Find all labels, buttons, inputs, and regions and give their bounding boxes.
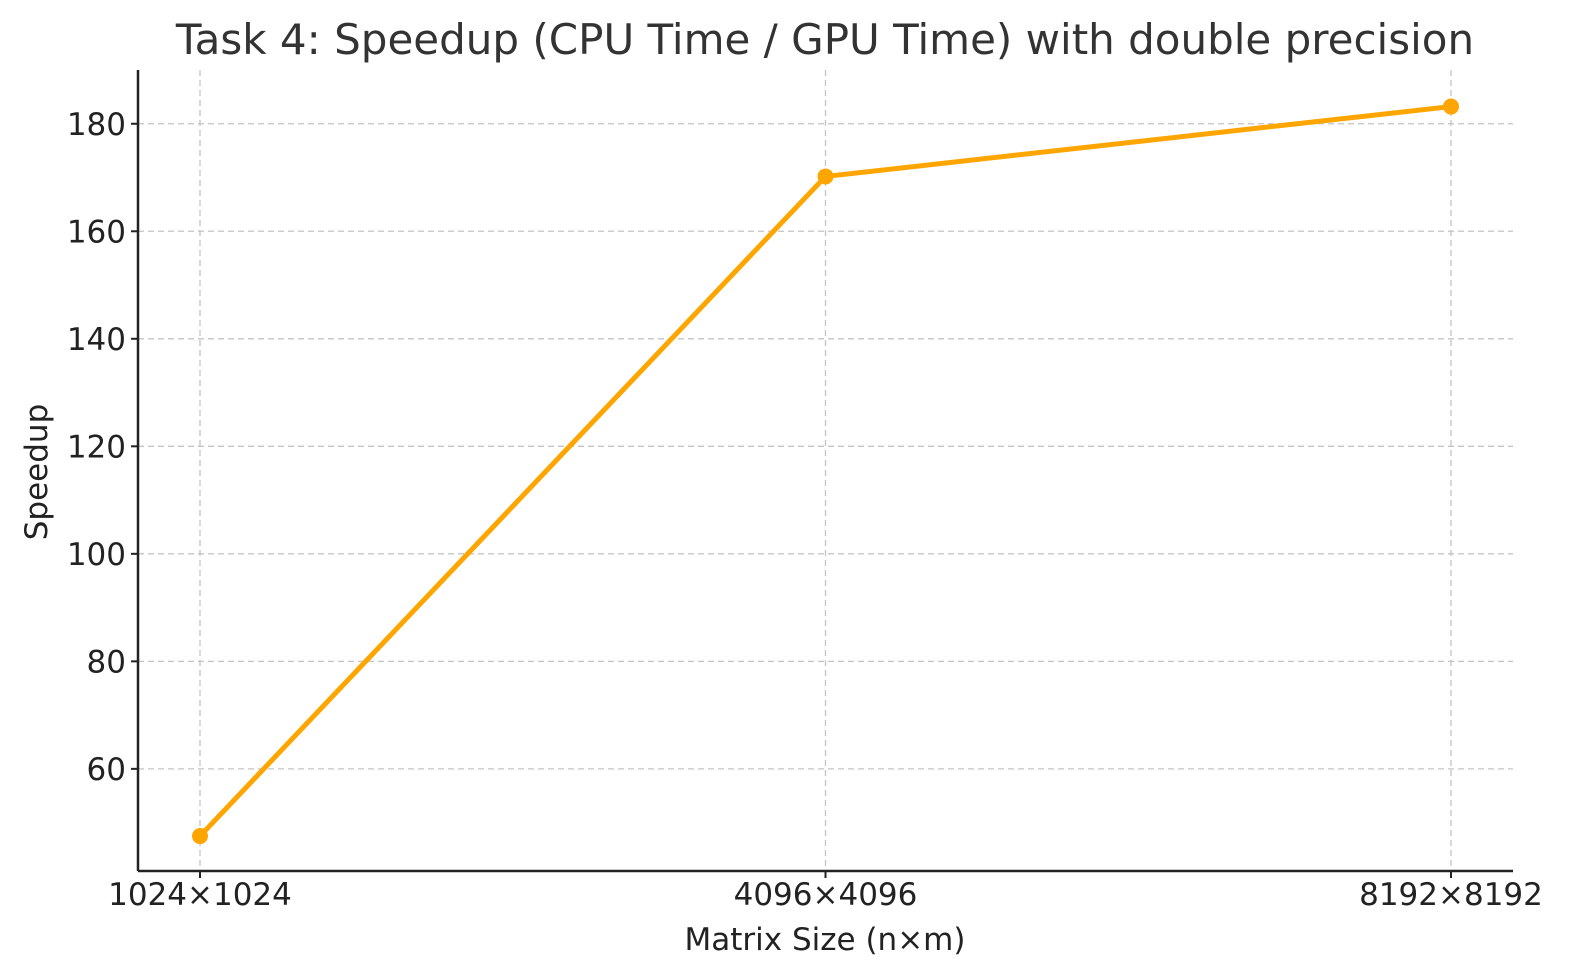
x-tick-label: 4096×4096	[734, 877, 918, 913]
y-tick-label: 140	[67, 322, 126, 358]
y-tick-label: 160	[67, 214, 126, 250]
y-axis-label: Speedup	[19, 404, 55, 541]
data-point	[192, 828, 208, 845]
y-tick-label: 80	[87, 644, 126, 680]
y-tick-label: 100	[67, 537, 126, 573]
x-axis-label: Matrix Size (n×m)	[685, 922, 966, 958]
axes	[131, 70, 1513, 878]
data-point	[1443, 98, 1459, 115]
tick-labels: 60 80 100 120 140 160 180 1024×1024 4096×4096 819…	[67, 107, 1543, 913]
data-point	[817, 168, 834, 185]
y-tick-label: 120	[67, 429, 126, 465]
chart-title: Task 4: Speedup (CPU Time / GPU Time) wi…	[175, 15, 1474, 64]
x-tick-label: 8192×8192	[1359, 877, 1543, 913]
y-tick-label: 180	[67, 107, 126, 143]
x-tick-label: 1024×1024	[108, 877, 292, 913]
y-tick-label: 60	[87, 752, 126, 788]
grid	[138, 70, 1513, 871]
series	[192, 98, 1459, 845]
